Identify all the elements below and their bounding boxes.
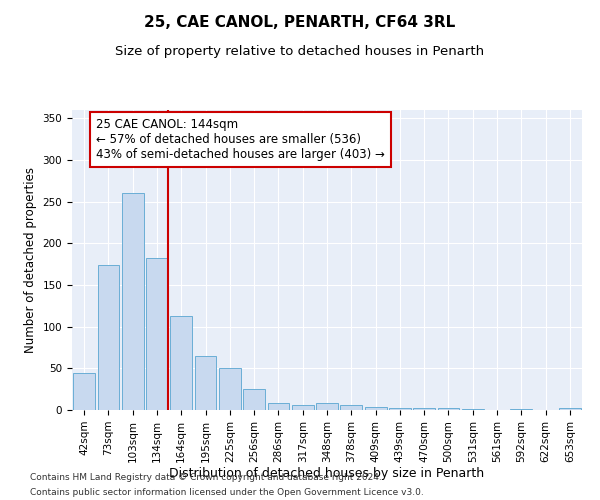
- Bar: [559, 408, 581, 410]
- Bar: [462, 409, 484, 410]
- Y-axis label: Number of detached properties: Number of detached properties: [24, 167, 37, 353]
- Bar: [365, 406, 386, 410]
- Bar: [268, 404, 289, 410]
- Bar: [219, 368, 241, 410]
- Text: 25, CAE CANOL, PENARTH, CF64 3RL: 25, CAE CANOL, PENARTH, CF64 3RL: [145, 15, 455, 30]
- Bar: [122, 194, 143, 410]
- Bar: [292, 405, 314, 410]
- Bar: [194, 356, 217, 410]
- Bar: [340, 405, 362, 410]
- Bar: [170, 316, 192, 410]
- Bar: [243, 389, 265, 410]
- Bar: [413, 408, 435, 410]
- X-axis label: Distribution of detached houses by size in Penarth: Distribution of detached houses by size …: [169, 468, 485, 480]
- Bar: [316, 404, 338, 410]
- Bar: [97, 265, 119, 410]
- Bar: [511, 409, 532, 410]
- Bar: [389, 408, 411, 410]
- Text: Contains public sector information licensed under the Open Government Licence v3: Contains public sector information licen…: [30, 488, 424, 497]
- Text: 25 CAE CANOL: 144sqm
← 57% of detached houses are smaller (536)
43% of semi-deta: 25 CAE CANOL: 144sqm ← 57% of detached h…: [96, 118, 385, 162]
- Bar: [73, 374, 95, 410]
- Bar: [437, 408, 460, 410]
- Bar: [146, 258, 168, 410]
- Text: Size of property relative to detached houses in Penarth: Size of property relative to detached ho…: [115, 45, 485, 58]
- Text: Contains HM Land Registry data © Crown copyright and database right 2024.: Contains HM Land Registry data © Crown c…: [30, 473, 382, 482]
